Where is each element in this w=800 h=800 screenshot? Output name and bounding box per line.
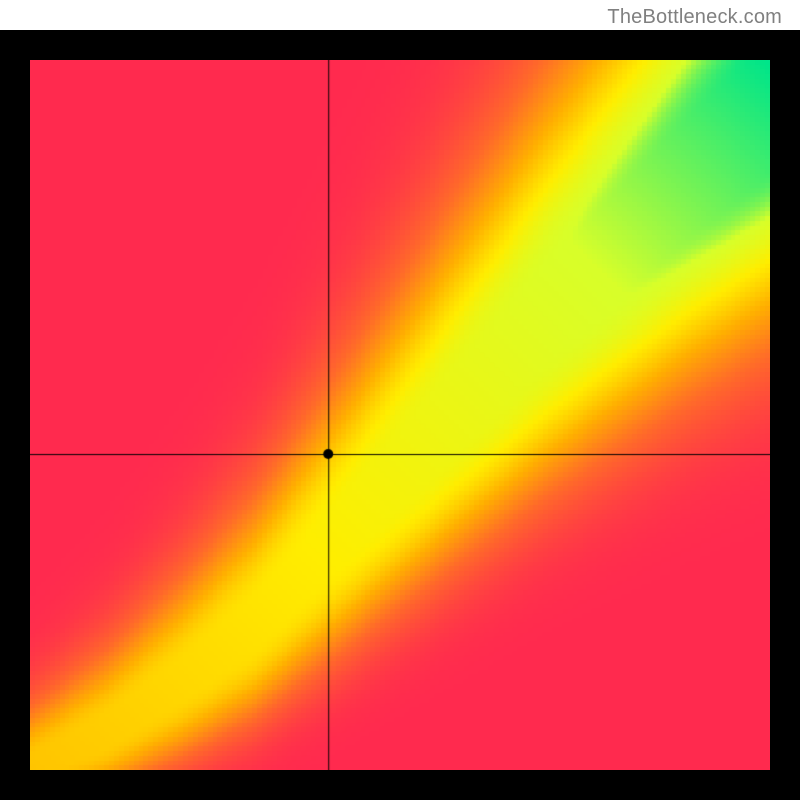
frame-right xyxy=(770,30,800,800)
frame-top xyxy=(0,30,800,60)
frame-left xyxy=(0,30,30,800)
root-container: TheBottleneck.com xyxy=(0,0,800,800)
crosshair-overlay xyxy=(30,60,770,770)
frame-bottom xyxy=(0,770,800,800)
watermark-text: TheBottleneck.com xyxy=(607,6,782,29)
